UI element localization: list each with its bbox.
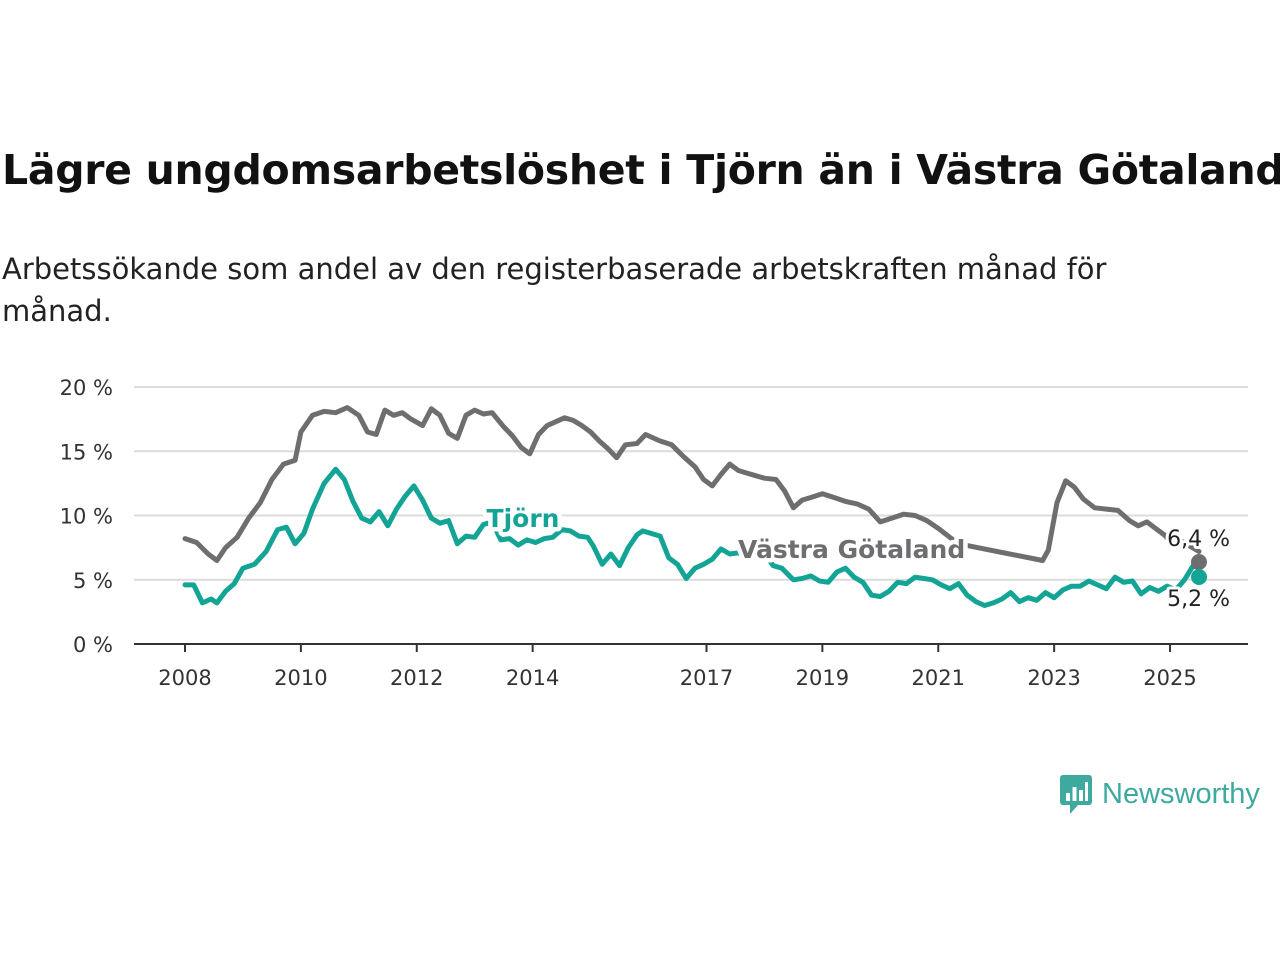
brand-logo: Newsworthy: [1058, 772, 1260, 816]
series-end-label: 6,4 %: [1167, 527, 1230, 552]
x-tick-label: 2019: [796, 666, 849, 690]
y-tick-label: 20 %: [60, 376, 113, 400]
gridlines: [134, 386, 1248, 581]
series-line: [182, 405, 1202, 563]
x-axis: 2008 2010 2012 2014 2017 2019 2021 2023 2025: [134, 643, 1248, 690]
brand-name: Newsworthy: [1102, 777, 1260, 810]
x-tick-label: 2017: [680, 666, 733, 690]
series-label-halo: Tjörn: [487, 504, 560, 533]
series-end-marker: [1191, 554, 1207, 570]
chart-title: Lägre ungdomsarbetslöshet i Tjörn än i V…: [2, 146, 1280, 194]
series-line: [182, 466, 1202, 608]
y-tick-label: 5 %: [73, 569, 113, 593]
y-axis: 0 % 5 % 10 % 15 % 20 %: [60, 376, 113, 657]
series-end-label: 5,2 %: [1167, 587, 1230, 612]
series-end-marker: [1191, 569, 1207, 585]
x-tick-label: 2023: [1027, 666, 1080, 690]
chart-subtitle: Arbetssökande som andel av den registerb…: [2, 252, 1107, 328]
series-label-halo: Västra Götaland: [738, 535, 965, 564]
x-tick-label: 2008: [158, 666, 211, 690]
x-tick-label: 2025: [1143, 666, 1196, 690]
series-label: Västra Götaland: [738, 535, 965, 564]
x-tick-label: 2012: [390, 666, 443, 690]
x-tick-label: 2021: [912, 666, 965, 690]
y-tick-label: 10 %: [60, 505, 113, 529]
y-tick-label: 15 %: [60, 440, 113, 464]
y-tick-label: 0 %: [73, 633, 113, 657]
newsworthy-logo-icon: [1060, 775, 1092, 814]
series-label: Tjörn: [487, 504, 560, 533]
series-lines: [182, 405, 1202, 608]
x-tick-label: 2010: [274, 666, 327, 690]
x-tick-label: 2014: [506, 666, 559, 690]
